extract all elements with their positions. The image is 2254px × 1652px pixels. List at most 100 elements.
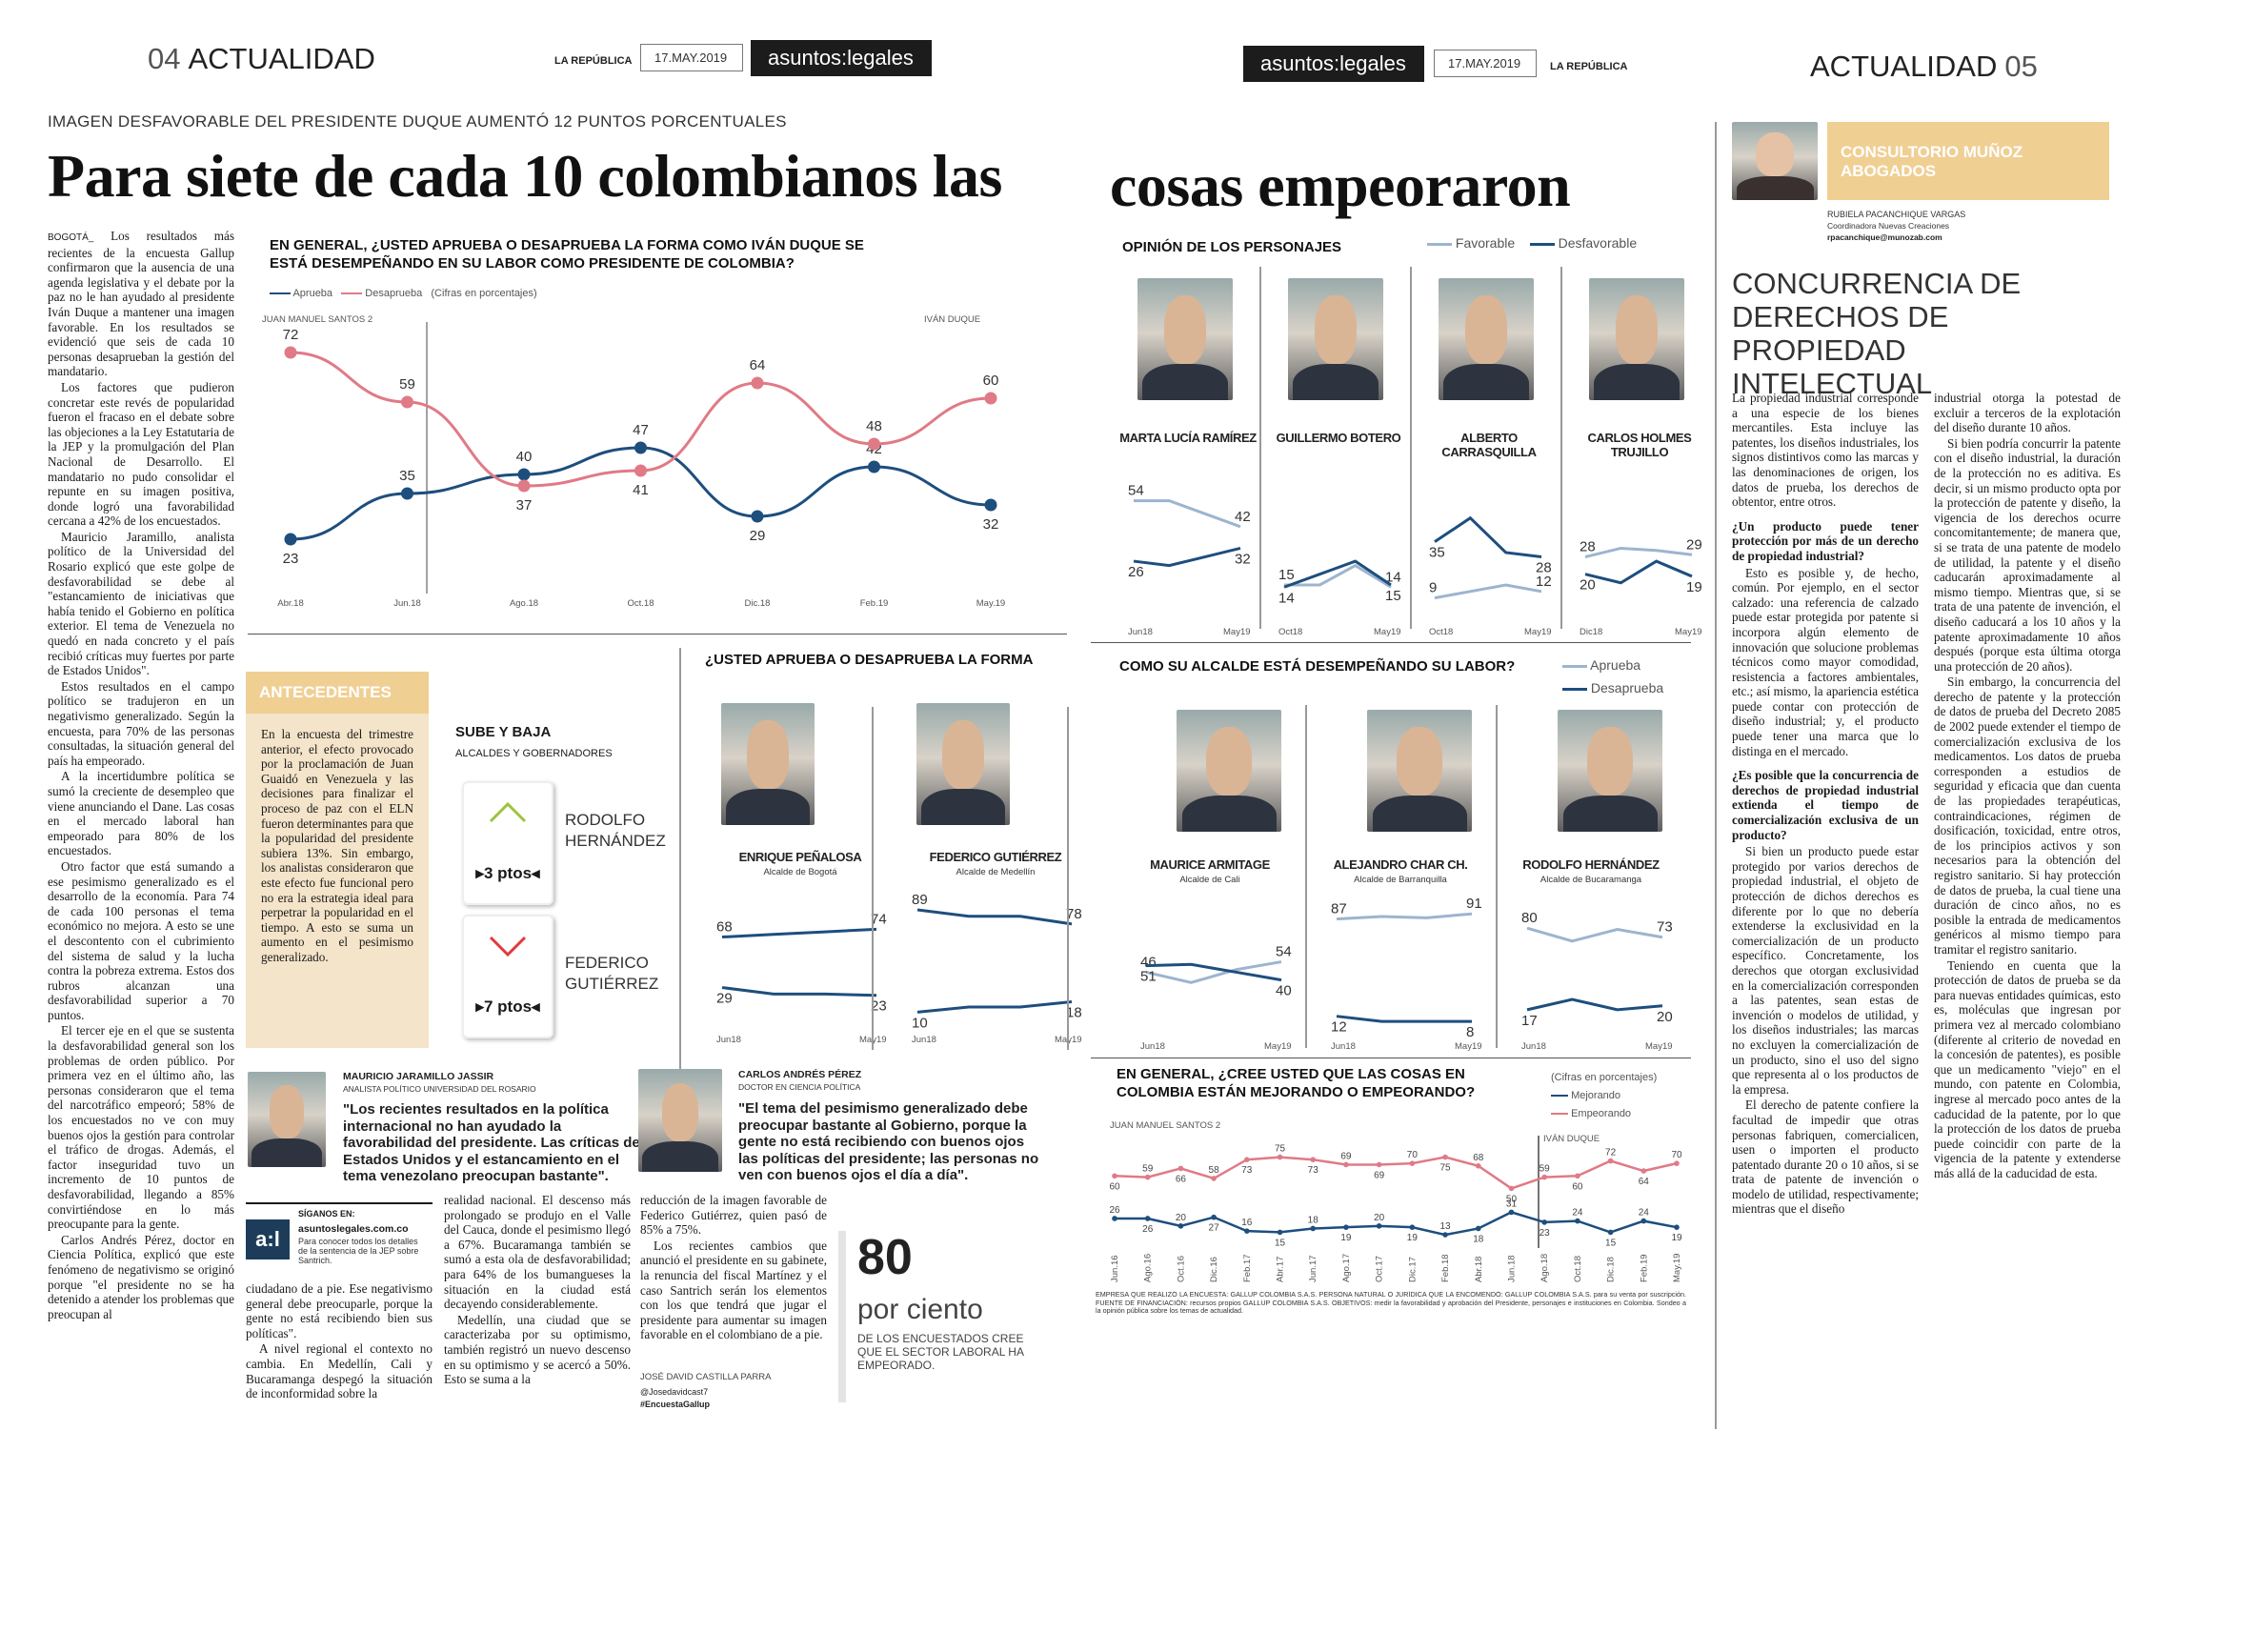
data-label: 59: [399, 376, 415, 393]
data-point: [868, 437, 880, 451]
data-point: [1475, 1225, 1481, 1232]
column-title: CONCURRENCIA DE DERECHOS DE PROPIEDAD IN…: [1732, 267, 2022, 400]
baja-card: ▸7 ptos◂: [462, 915, 553, 1038]
paragraph: Estos resultados en el campo político se…: [48, 678, 234, 768]
author-twitter[interactable]: @Josedavidcast7: [640, 1387, 709, 1397]
paragraph: Sin embargo, la concurrencia del derecho…: [1934, 675, 2121, 957]
mini-series-line: [1145, 960, 1282, 984]
up-arrow-icon: [489, 801, 527, 823]
data-point: [984, 498, 997, 512]
data-label: 58: [1209, 1165, 1220, 1176]
mini-series-line: [1284, 563, 1392, 589]
x-tick-label: Jun18: [1331, 1041, 1356, 1052]
x-tick-label: Jun18: [1521, 1041, 1546, 1052]
x-tick-label: May19: [1223, 627, 1251, 637]
columnist-photo: [1732, 122, 1818, 200]
data-point: [1112, 1173, 1117, 1179]
mini-series-line: [916, 908, 1073, 926]
data-point: [1409, 1224, 1416, 1230]
chart-note: (Cifras en porcentajes): [1551, 1072, 1658, 1083]
data-label: 66: [1176, 1174, 1187, 1184]
data-point: [1541, 1174, 1547, 1180]
mini-chart: 9 12 35 28 Oct18 May19: [1429, 515, 1552, 637]
data-point: [1575, 1218, 1580, 1224]
data-label: 68: [1473, 1153, 1484, 1163]
series-line-empeorando: [1114, 1156, 1678, 1190]
mini-chart: 80 73 17 20 Jun18 May19: [1521, 910, 1673, 1052]
article-column-2: ciudadano de a pie. Ese negativismo gene…: [246, 1281, 433, 1402]
columnist-email[interactable]: rpacanchique@munozab.com: [1827, 232, 1942, 242]
legend-aprueba: Aprueba: [1590, 657, 1641, 673]
sube-card: ▸3 ptos◂: [462, 781, 553, 905]
data-label: 13: [1439, 1221, 1451, 1232]
mini-series-line: [1434, 583, 1542, 600]
data-point: [1177, 1223, 1184, 1229]
data-point: [1541, 1219, 1547, 1225]
x-tick-label: Ago.17: [1341, 1254, 1352, 1282]
mini-chart: 87 91 12 8 Jun18 May19: [1331, 896, 1482, 1052]
stat-number: 80: [857, 1230, 913, 1285]
data-point: [1674, 1160, 1680, 1166]
x-tick-label: May19: [1675, 627, 1702, 637]
data-label: 28: [1536, 560, 1552, 576]
person-photo: [1137, 278, 1233, 400]
data-label: 26: [1128, 564, 1144, 580]
right-brand: asuntos:legales: [1243, 46, 1424, 82]
baja-value: ▸7 ptos◂: [475, 997, 540, 1016]
data-label: 32: [983, 516, 999, 533]
quote-text: "El tema del pesimismo generalizado debe…: [738, 1100, 1039, 1183]
data-label: 8: [1466, 1024, 1474, 1040]
headline-right: cosas empeoraron: [1110, 151, 1571, 219]
x-tick-label: Oct.17: [1375, 1256, 1385, 1282]
paragraph: A nivel regional el contexto no cambia. …: [246, 1341, 433, 1401]
mini-series-line: [1584, 559, 1693, 585]
data-label: 18: [1473, 1234, 1484, 1244]
data-label: 17: [1521, 1013, 1538, 1029]
person-name: GUILLERMO BOTERO: [1276, 431, 1401, 445]
x-tick-label: Jun18: [912, 1035, 936, 1045]
data-label: 37: [516, 497, 533, 514]
data-label: 9: [1429, 580, 1437, 596]
x-tick-label: Feb.18: [1440, 1254, 1451, 1282]
data-point: [868, 460, 880, 473]
data-label: 68: [716, 919, 733, 936]
x-tick-label: Oct.16: [1176, 1256, 1186, 1282]
data-point: [1343, 1161, 1349, 1168]
data-label: 23: [1540, 1228, 1551, 1239]
article-kicker: IMAGEN DESFAVORABLE DEL PRESIDENTE DUQUE…: [48, 112, 787, 131]
paragraph: Teniendo en cuenta que la protección de …: [1934, 957, 2121, 1180]
x-tick-label: Jun18: [1140, 1041, 1165, 1052]
baja-name: FEDERICO GUTIÉRREZ: [565, 954, 659, 993]
paragraph: reducción de la imagen favorable de Fede…: [640, 1193, 827, 1238]
data-point: [1508, 1209, 1515, 1216]
data-label: 23: [283, 551, 299, 567]
cosas-line-chart: JUAN MANUEL SANTOS 2 IVÁN DUQUE 26 26 20 27 16…: [1109, 1120, 1682, 1282]
data-label: 60: [1109, 1181, 1120, 1192]
siganos-link[interactable]: asuntoslegales.com.co: [298, 1223, 409, 1235]
sube-baja-title: SUBE Y BAJA: [455, 724, 552, 740]
person-role: Alcalde de Medellín: [956, 867, 1036, 877]
paragraph: El derecho de patente confiere la facult…: [1732, 1098, 1919, 1217]
person-photo: [1589, 278, 1684, 400]
jaramillo-photo: [248, 1072, 326, 1167]
data-point: [1575, 1173, 1580, 1179]
paragraph: Medellín, una ciudad que se caracterizab…: [444, 1312, 631, 1387]
data-point: [984, 392, 997, 405]
x-tick-label: May19: [1374, 627, 1401, 637]
data-point: [517, 479, 531, 493]
data-label: 75: [1275, 1144, 1286, 1155]
mini-chart: 54 42 26 32 Jun18 May19: [1128, 483, 1251, 637]
x-tick-label: Ago.18: [510, 598, 538, 609]
data-label: 73: [1241, 1165, 1253, 1176]
stat-bar: [838, 1231, 846, 1402]
data-label: 35: [1429, 545, 1445, 561]
data-label: 29: [750, 528, 766, 544]
data-label: 24: [1639, 1208, 1650, 1219]
x-tick-label: Jun18: [716, 1035, 741, 1045]
paragraph: Si bien podría concurrir la patente con …: [1934, 435, 2121, 674]
subheading-question: ¿Un producto puede tener protección por …: [1732, 518, 1919, 563]
data-label: 27: [1209, 1223, 1220, 1234]
data-label: 18: [1308, 1215, 1319, 1225]
divider: [1715, 122, 1717, 1429]
divider: [1496, 705, 1498, 1048]
